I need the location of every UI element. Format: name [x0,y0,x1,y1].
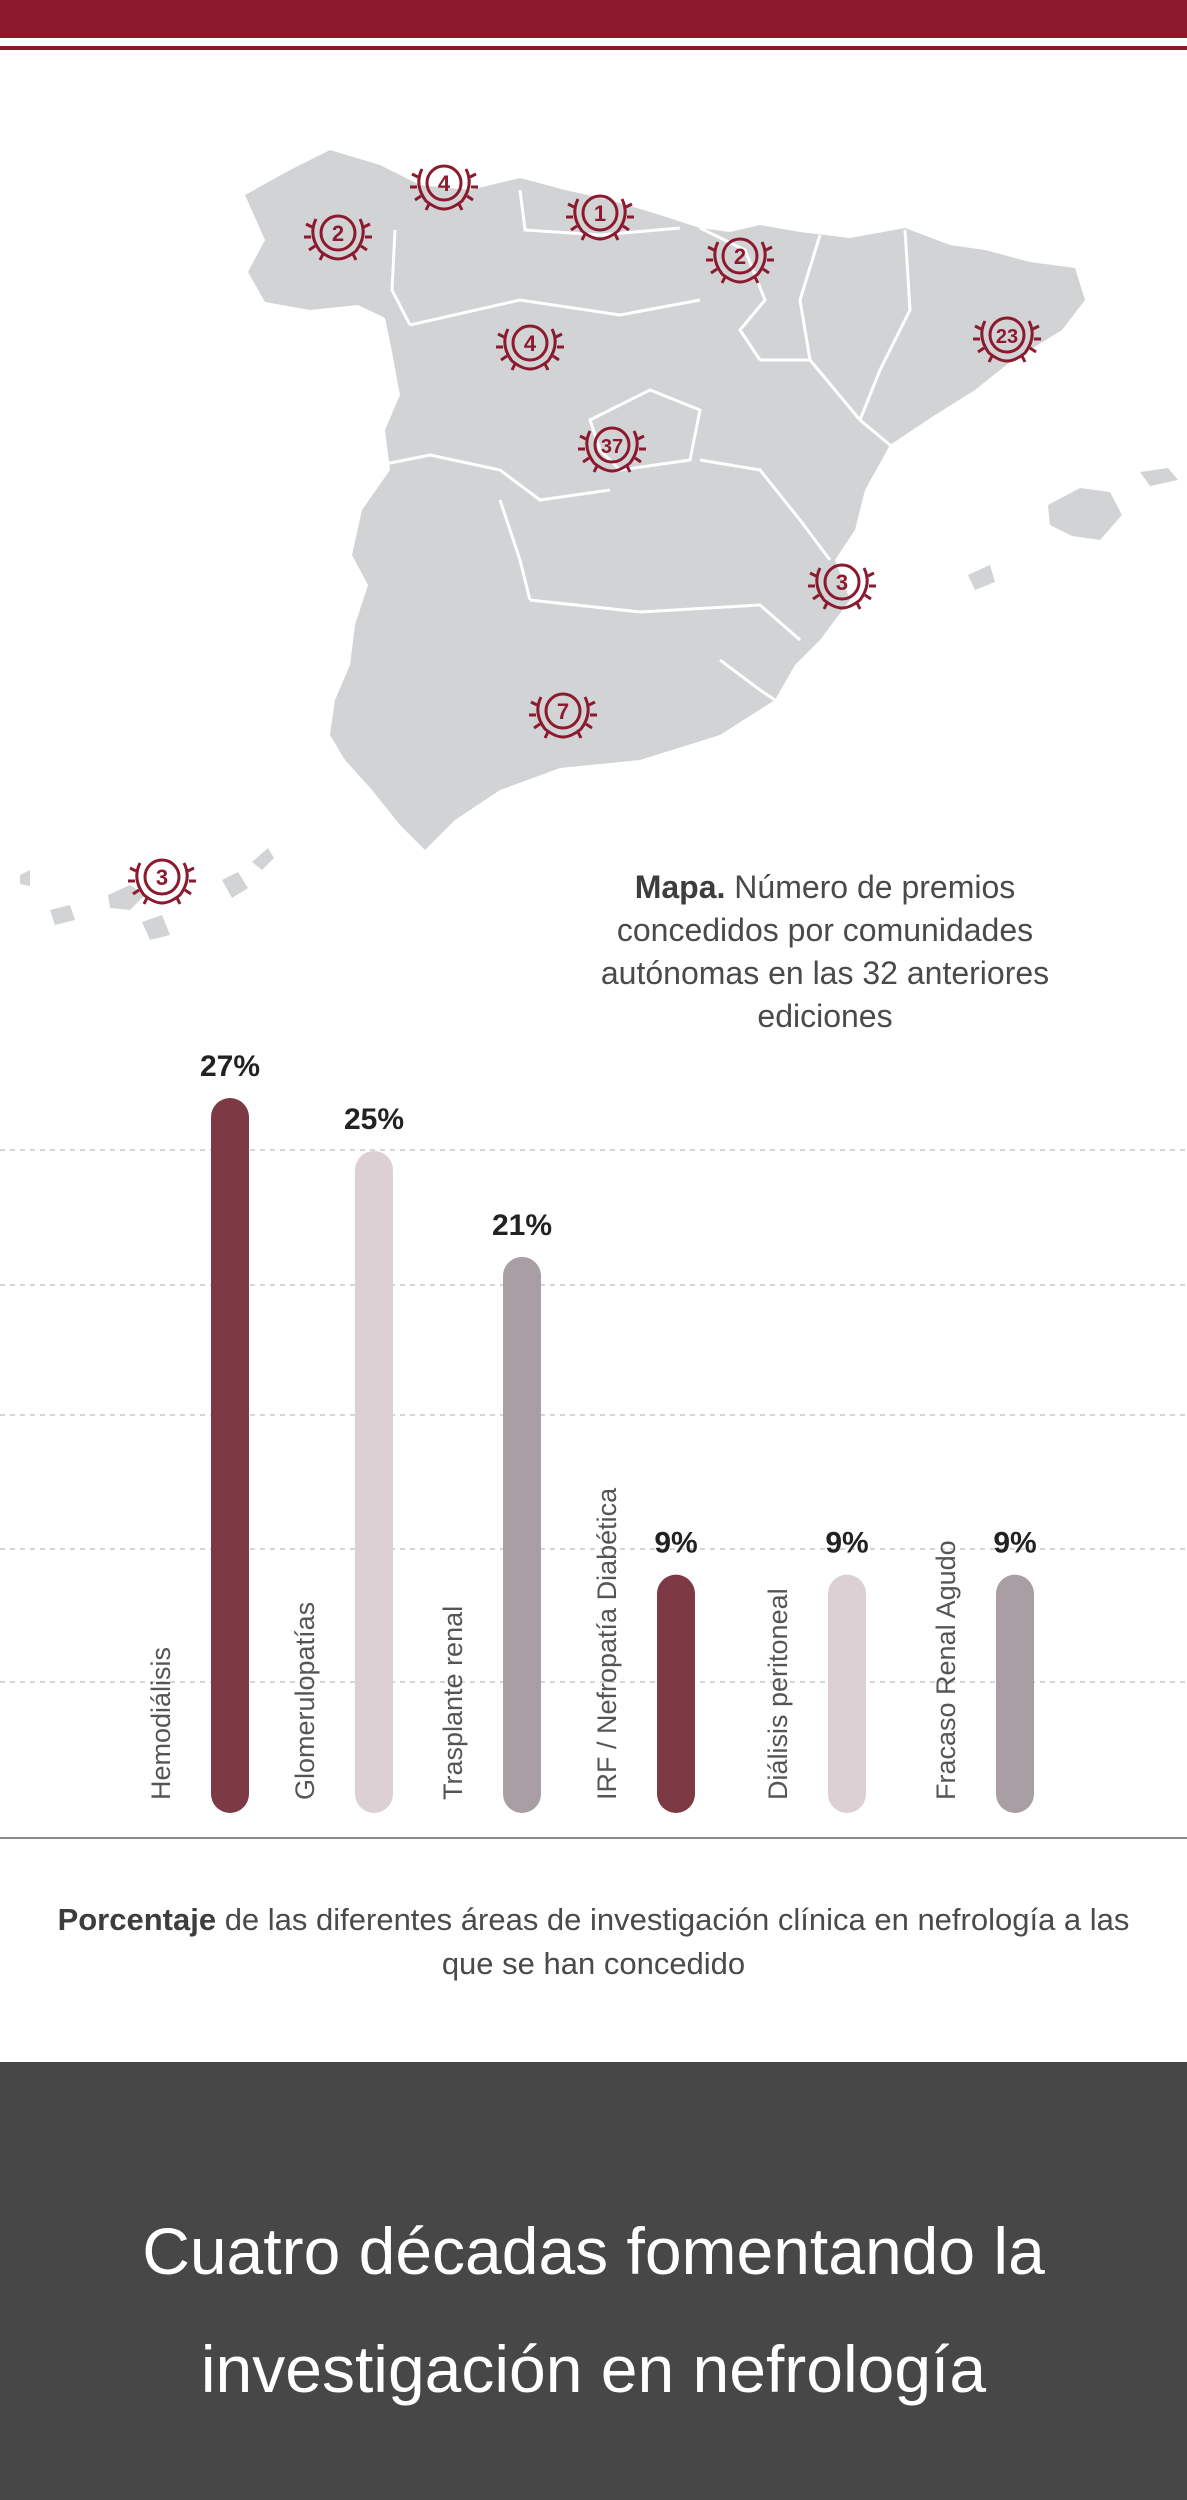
footer-title: Cuatro décadas fomentando la investigaci… [142,2214,1045,2406]
bar [996,1574,1034,1813]
award-badge: 3 [126,858,198,906]
award-badge: 37 [576,426,648,474]
badge-value: 37 [601,436,623,458]
award-badge: 4 [494,324,566,372]
award-badge: 1 [564,194,636,242]
category-label: Diálisis peritoneal [763,1588,793,1800]
chart-value-labels: 27% 25% 21% 9% 9% 9% [200,1050,1037,1560]
chart-caption: Porcentaje de las diferentes áreas de in… [40,1898,1147,1986]
mallorca-shape [1048,488,1122,540]
award-badge: 2 [704,237,776,285]
category-label: Glomerulopatías [290,1602,320,1800]
ibiza-shape [968,565,995,590]
award-badge: 2 [302,214,374,262]
spain-map: 4 2 1 2 4 23 37 3 [20,150,1178,940]
map-caption-text: Número de premios concedidos por comunid… [600,869,1050,1034]
badge-value: 4 [438,171,451,196]
map-borders [354,189,912,702]
chart-caption-bold: Porcentaje [57,1902,217,1937]
badge-value: 23 [996,326,1018,348]
canary-4 [142,915,170,940]
footer-banner: Cuatro décadas fomentando la investigaci… [0,2062,1187,2500]
canary-6 [252,848,274,870]
top-rule [0,46,1187,50]
bar [828,1574,866,1813]
badge-value: 7 [557,699,569,724]
bar [503,1256,541,1813]
bar [657,1574,695,1813]
badge-value: 2 [332,221,344,246]
badge-value: 3 [836,570,848,595]
bar-value-label: 21% [492,1209,552,1242]
bar-value-label: 9% [993,1527,1036,1560]
bar-value-label: 27% [200,1050,260,1083]
chart-caption-text: de las diferentes áreas de investigación… [216,1902,1130,1981]
bar [211,1098,249,1813]
category-label: Trasplante renal [438,1606,468,1800]
bar-value-label: 9% [825,1527,868,1560]
bar-chart: 27% 25% 21% 9% 9% 9% Hemodiálisis Glomerulopat… [0,1050,1187,1839]
badge-value: 1 [594,201,606,226]
map-caption-bold: Mapa. [634,869,726,905]
bar [355,1150,393,1813]
menorca-shape [1140,468,1178,486]
award-badges: 4 2 1 2 4 23 37 3 [126,164,1043,906]
award-badge: 7 [527,692,599,740]
map-land [20,150,1178,940]
canary-5 [222,872,248,898]
chart-bars [211,1098,1034,1813]
chart-category-labels: Hemodiálisis Glomerulopatías Trasplante re… [146,1487,961,1800]
map-caption: Mapa. Número de premios concedidos por c… [560,866,1090,1038]
chart-grid [0,1149,1187,1683]
category-label: Hemodiálisis [146,1647,176,1800]
award-badge: 3 [806,563,878,611]
top-banner [0,0,1187,38]
canary-1 [20,870,30,886]
badge-value: 3 [156,865,168,890]
category-label: Fracaso Renal Agudo [931,1540,961,1800]
category-label: IRF / Nefropatía Diabética [592,1487,622,1800]
badge-value: 4 [524,331,537,356]
canary-2 [50,905,75,925]
badge-value: 2 [734,244,746,269]
bar-value-label: 9% [654,1527,697,1560]
award-badge: 23 [971,316,1043,364]
peninsula-shape [245,150,1085,850]
award-badge: 4 [408,164,480,212]
bar-value-label: 25% [344,1103,404,1136]
